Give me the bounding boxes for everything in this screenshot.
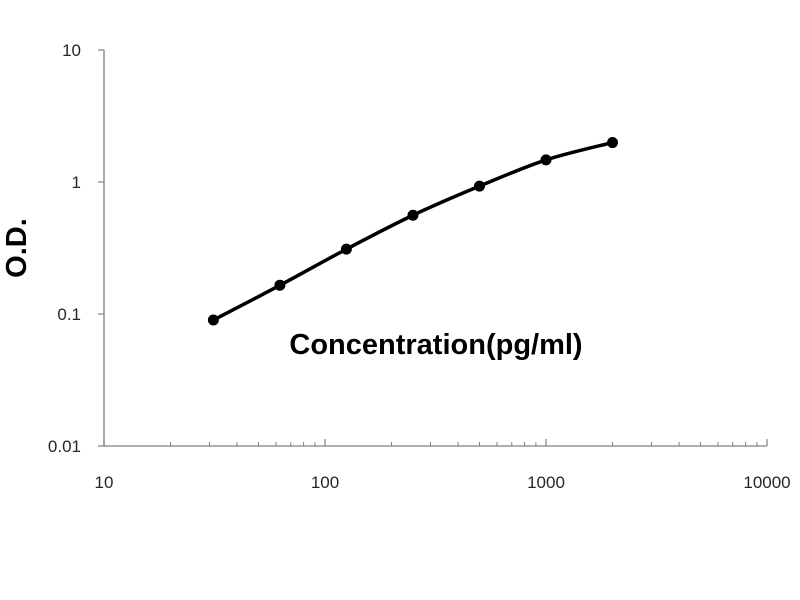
- y-tick-label: 1: [72, 173, 81, 192]
- y-tick-labels: 10 1 0.1 0.01: [48, 41, 81, 456]
- x-minor-ticks: [170, 442, 758, 446]
- data-point: [340, 243, 352, 255]
- x-tick-labels: 10 100 1000 10000: [95, 473, 791, 492]
- x-major-ticks: [103, 439, 768, 446]
- axes: [98, 49, 768, 447]
- data-point: [207, 314, 219, 326]
- y-tick-label: 0.1: [57, 305, 81, 324]
- data-point: [540, 154, 552, 166]
- fitted-curve: [211, 140, 615, 322]
- x-tick-label: 1000: [527, 473, 565, 492]
- y-tick-label: 10: [62, 41, 81, 60]
- x-tick-label: 10: [95, 473, 114, 492]
- x-axis-title: Concentration(pg/ml): [289, 329, 582, 361]
- x-tick-label: 10000: [743, 473, 790, 492]
- data-point: [407, 209, 419, 221]
- x-tick-label: 100: [311, 473, 339, 492]
- series-layer: [207, 137, 619, 326]
- y-tick-label: 0.01: [48, 437, 81, 456]
- y-major-ticks: [98, 49, 104, 447]
- data-point: [274, 279, 286, 291]
- data-point: [473, 180, 485, 192]
- data-point: [607, 137, 619, 149]
- y-axis-title: O.D.: [1, 218, 33, 278]
